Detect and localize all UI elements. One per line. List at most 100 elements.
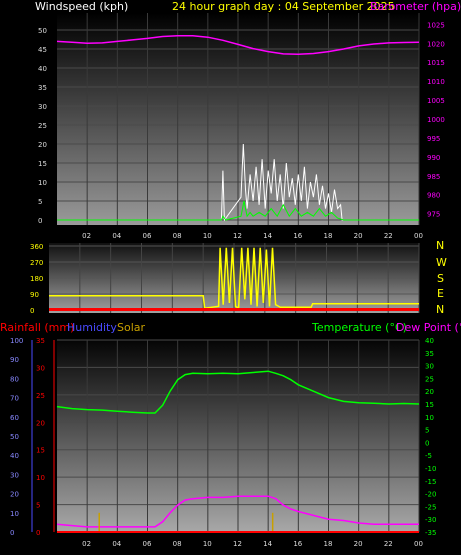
windspeed-tick-label: 45 [38, 46, 47, 54]
windspeed-tick-label: 40 [38, 65, 47, 73]
series-wind-gust [57, 143, 419, 222]
dewpoint-label: Dew Point (°C) [396, 321, 461, 334]
solar-label: Solar [117, 321, 146, 334]
rainfall-tick-label: 0 [36, 529, 40, 537]
panel1-x-tick-label: 22 [384, 232, 393, 240]
graph-title: 24 hour graph day : 04 September 2025 [172, 0, 395, 13]
panel3-x-tick-label: 20 [354, 540, 363, 548]
barometer-tick-label: 1015 [427, 59, 445, 67]
temperature-tick-label: 25 [425, 375, 434, 383]
panel3-x-tick-label: 10 [203, 540, 212, 548]
direction-tick-label: 180 [30, 275, 43, 283]
humidity-tick-label: 90 [10, 356, 19, 364]
barometer-tick-label: 1025 [427, 21, 445, 29]
rainfall-tick-label: 35 [36, 337, 45, 345]
temperature-tick-label: -10 [425, 465, 436, 473]
barometer-tick-label: 1010 [427, 78, 445, 86]
windspeed-label: Windspeed (kph) [35, 0, 128, 13]
direction-tick-label: 270 [30, 259, 43, 267]
panel1-x-tick-label: 14 [263, 232, 272, 240]
series-temperature-c- [56, 370, 420, 414]
panel1-x-tick-label: 00 [414, 232, 423, 240]
temperature-tick-label: 35 [425, 350, 434, 358]
barometer-tick-label: 985 [427, 173, 440, 181]
temperature-tick-label: 30 [425, 363, 434, 371]
series-dew-point-c- [56, 495, 419, 528]
panel1-marks [56, 34, 420, 222]
rainfall-tick-label: 5 [36, 502, 40, 510]
barometer-tick-label: 1000 [427, 116, 445, 124]
windspeed-tick-label: 35 [38, 84, 47, 92]
panel3-x-tick-label: 02 [82, 540, 91, 548]
rainfall-label: Rainfall (mm) [0, 321, 74, 334]
direction-tick-label: 360 [30, 243, 43, 251]
humidity-tick-label: 100 [10, 337, 23, 345]
panel3-x-tick-label: 04 [112, 540, 121, 548]
temperature-tick-label: 10 [425, 414, 434, 422]
humidity-tick-label: 60 [10, 414, 19, 422]
panel3-x-tick-label: 22 [384, 540, 393, 548]
panel3-x-tick-label: 18 [324, 540, 333, 548]
barometer-tick-label: 980 [427, 192, 440, 200]
humidity-tick-label: 10 [10, 510, 19, 518]
humidity-tick-label: 80 [10, 375, 19, 383]
panel3-x-tick-label: 00 [414, 540, 423, 548]
windspeed-tick-label: 50 [38, 27, 47, 35]
temperature-tick-label: 0 [425, 439, 429, 447]
temperature-tick-label: -20 [425, 491, 436, 499]
barometer-tick-label: 975 [427, 211, 440, 219]
temperature-tick-label: -35 [425, 529, 436, 537]
windspeed-tick-label: 30 [38, 103, 47, 111]
humidity-tick-label: 50 [10, 433, 19, 441]
series-barometer-hpa- [56, 34, 420, 56]
panel3-x-tick-label: 16 [293, 540, 302, 548]
temperature-label: Temperature (°C) [311, 321, 407, 334]
panel1-x-tick-label: 08 [173, 232, 182, 240]
panel3-x-tick-label: 08 [173, 540, 182, 548]
temperature-tick-label: -25 [425, 503, 436, 511]
humidity-tick-label: 40 [10, 452, 19, 460]
humidity-tick-label: 20 [10, 491, 19, 499]
rainfall-tick-label: 20 [36, 419, 45, 427]
windspeed-tick-label: 15 [38, 160, 47, 168]
temperature-tick-label: 5 [425, 427, 429, 435]
panel1-grid [57, 13, 420, 225]
panel3-x-tick-label: 12 [233, 540, 242, 548]
barometer-tick-label: 1005 [427, 97, 445, 105]
direction-tick-label: 0 [30, 307, 34, 315]
compass-s: S [437, 272, 444, 285]
rainfall-tick-label: 30 [36, 364, 45, 372]
panel1-x-tick-label: 20 [354, 232, 363, 240]
windspeed-tick-label: 20 [38, 141, 47, 149]
humidity-tick-label: 0 [10, 529, 14, 537]
barometer-tick-label: 990 [427, 154, 440, 162]
barometer-tick-label: 995 [427, 135, 440, 143]
temperature-tick-label: 40 [425, 337, 434, 345]
humidity-tick-label: 70 [10, 395, 19, 403]
panel2-marks [49, 247, 419, 311]
rainfall-tick-label: 10 [36, 474, 45, 482]
panel1-x-tick-label: 10 [203, 232, 212, 240]
direction-tick-label: 90 [30, 291, 39, 299]
panel1-x-tick-label: 18 [324, 232, 333, 240]
compass-w: W [436, 256, 447, 269]
temperature-tick-label: -5 [425, 452, 432, 460]
compass-e: E [437, 287, 444, 300]
barometer-label: Barometer (hpa) [370, 0, 461, 13]
windspeed-tick-label: 0 [38, 217, 42, 225]
series-wind-average [57, 200, 419, 221]
temperature-tick-label: -30 [425, 516, 436, 524]
panel1-x-tick-label: 02 [82, 232, 91, 240]
panel1-x-tick-label: 06 [143, 232, 152, 240]
panel3-x-tick-label: 14 [263, 540, 272, 548]
panel1-x-tick-label: 12 [233, 232, 242, 240]
rainfall-tick-label: 25 [36, 392, 45, 400]
humidity-tick-label: 30 [10, 471, 19, 479]
panel1-x-tick-label: 16 [293, 232, 302, 240]
barometer-tick-label: 1020 [427, 40, 445, 48]
panel3-marks [56, 370, 420, 533]
windspeed-tick-label: 25 [38, 122, 47, 130]
